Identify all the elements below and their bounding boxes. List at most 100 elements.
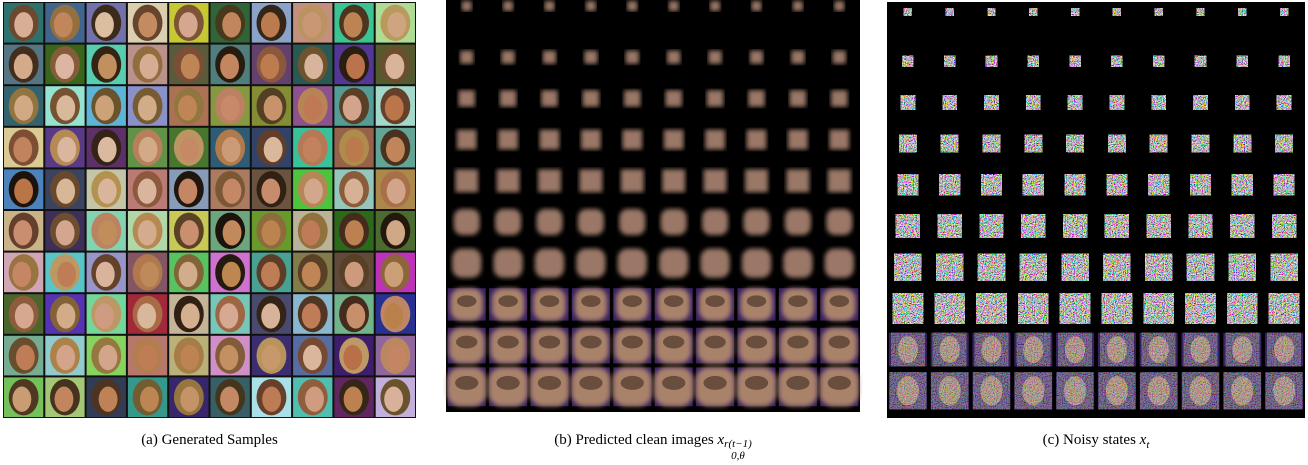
sample-face	[99, 387, 118, 412]
noise-patch	[1108, 135, 1126, 153]
blurred-face	[787, 169, 810, 192]
blurred-face	[503, 1, 513, 11]
sample-face	[14, 12, 33, 37]
blurred-face	[452, 249, 481, 278]
blurred-face	[580, 169, 603, 192]
sample-face	[178, 179, 197, 204]
noise-patch	[1057, 372, 1094, 409]
noise-patch	[931, 372, 968, 409]
sample-face	[384, 303, 403, 328]
noise-patch	[1071, 8, 1079, 16]
face-shadow	[747, 295, 766, 307]
face-shadow	[828, 376, 851, 390]
sample-face	[56, 220, 75, 245]
figure	[0, 0, 1308, 425]
blurred-face	[669, 1, 679, 11]
sample-face	[387, 345, 406, 370]
sample-face	[15, 303, 34, 328]
noise-patch	[1271, 254, 1298, 281]
caption-c: (c) Noisy states xt	[887, 432, 1305, 451]
blurred-face	[664, 130, 684, 150]
noise-patch	[1021, 214, 1045, 238]
noise-patch	[1266, 372, 1303, 409]
noise-patch	[902, 56, 913, 67]
face-shadow	[787, 336, 808, 349]
blurred-face	[710, 1, 720, 11]
noise-patch	[1227, 293, 1257, 323]
face-shadow	[788, 295, 807, 307]
sample-face	[14, 54, 33, 79]
sample-face	[303, 137, 322, 162]
noise-patch	[1197, 8, 1205, 16]
noise-patch	[894, 254, 921, 281]
noise-patch	[1230, 214, 1254, 238]
sample-face	[262, 220, 281, 245]
noise-patch	[973, 372, 1010, 409]
noise-patch	[1062, 254, 1089, 281]
blurred-face	[788, 130, 808, 150]
sample-face	[55, 387, 74, 412]
sample-face	[385, 54, 404, 79]
sample-face	[12, 262, 31, 287]
noise-patch	[1111, 56, 1122, 67]
noise-patch	[981, 174, 1002, 195]
blurred-face	[543, 51, 556, 64]
noise-patch	[933, 333, 967, 367]
blurred-face	[459, 90, 475, 106]
caption-b-scripts: 0,θr(t−1)	[724, 438, 752, 462]
noise-patch	[1193, 95, 1207, 109]
sample-face	[98, 54, 117, 79]
noise-patch	[1017, 333, 1051, 367]
noise-patch	[1275, 135, 1293, 153]
face-shadow	[745, 376, 768, 390]
blurred-face	[626, 51, 639, 64]
sample-face	[14, 95, 33, 120]
noise-patch	[984, 95, 998, 109]
blurred-face	[828, 169, 851, 192]
face-shadow	[623, 295, 642, 307]
blurred-face	[578, 209, 604, 235]
noise-patch	[1234, 135, 1252, 153]
blurred-face	[497, 169, 520, 192]
face-shadow	[580, 336, 601, 349]
sample-face	[56, 345, 75, 370]
sample-face	[139, 137, 158, 162]
blurred-face	[498, 130, 518, 150]
noise-patch	[1068, 95, 1082, 109]
sample-face	[96, 262, 115, 287]
sample-face	[219, 303, 238, 328]
blurred-face	[785, 209, 811, 235]
noise-patch	[1145, 254, 1172, 281]
noise-patch	[1224, 372, 1261, 409]
noise-patch	[890, 372, 927, 409]
noise-patch	[944, 56, 955, 67]
face-shadow	[456, 336, 477, 349]
sample-face	[302, 303, 321, 328]
noise-patch	[891, 333, 925, 367]
blurred-face	[742, 249, 771, 278]
sample-face	[140, 387, 159, 412]
caption-b-sub: 0,θ	[724, 450, 752, 462]
sample-face	[219, 345, 238, 370]
face-shadow	[621, 376, 644, 390]
face-shadow	[538, 376, 561, 390]
sample-face	[260, 54, 279, 79]
noise-patch	[1235, 95, 1249, 109]
noise-patch	[1147, 214, 1171, 238]
noise-patch	[1140, 372, 1177, 409]
sample-face	[303, 345, 322, 370]
sample-face	[262, 387, 281, 412]
sample-face	[16, 345, 35, 370]
noise-patch	[1267, 333, 1301, 367]
blurred-face	[790, 90, 806, 106]
sample-face	[222, 179, 241, 204]
sample-face	[98, 137, 117, 162]
sample-face	[181, 303, 200, 328]
noise-patch	[1184, 333, 1218, 367]
sample-face	[180, 387, 199, 412]
sample-face	[138, 220, 157, 245]
sample-face	[345, 262, 364, 287]
noise-patch	[1238, 8, 1246, 16]
noise-patch	[896, 214, 920, 238]
noise-patch	[983, 135, 1001, 153]
